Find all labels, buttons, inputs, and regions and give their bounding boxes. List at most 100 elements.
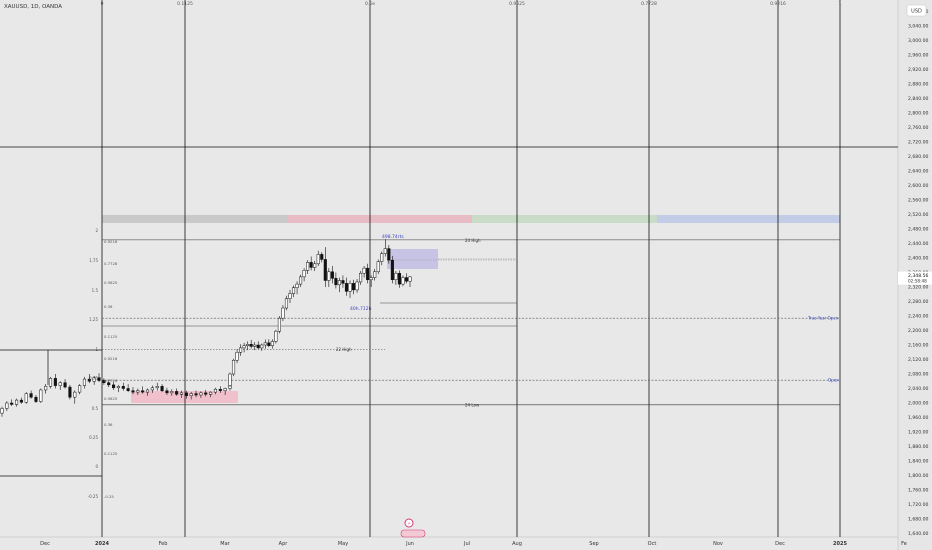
candle[interactable] [263,339,267,349]
candle[interactable] [267,339,271,348]
event-icon[interactable]: ⚡ [404,518,414,528]
candle[interactable] [330,265,334,284]
candle[interactable] [199,391,203,398]
candle[interactable] [299,274,303,287]
candle[interactable] [355,279,359,293]
candle[interactable] [223,387,227,396]
candle[interactable] [231,358,236,377]
candle[interactable] [5,401,9,411]
candle[interactable] [337,277,341,293]
candle[interactable] [313,260,317,272]
candle[interactable] [327,268,331,287]
candle[interactable] [68,384,72,400]
candle[interactable] [218,386,222,393]
candle[interactable] [246,341,250,351]
candle[interactable] [102,378,106,385]
candle[interactable] [249,339,253,349]
candle[interactable] [397,270,401,288]
candle[interactable] [373,268,377,281]
candle[interactable] [82,376,87,389]
candle[interactable] [277,316,281,334]
candle[interactable] [394,271,398,285]
current-price-tag[interactable] [898,271,932,285]
candle[interactable] [209,391,213,398]
candle[interactable] [136,388,140,396]
candle[interactable] [116,384,120,393]
candle[interactable] [351,279,356,295]
candle[interactable] [189,392,193,400]
candle[interactable] [170,389,174,396]
candle[interactable] [306,260,310,274]
candle[interactable] [302,268,306,282]
candle[interactable] [270,339,274,349]
candle[interactable] [366,263,370,284]
candle[interactable] [341,275,345,288]
candle[interactable] [97,373,101,382]
candle[interactable] [344,277,349,296]
candle[interactable] [48,376,53,389]
candle[interactable] [87,374,91,384]
candle[interactable] [0,406,4,417]
candle[interactable] [24,392,28,404]
candle[interactable] [284,295,289,311]
candle[interactable] [309,256,313,271]
candle[interactable] [63,379,67,389]
candle[interactable] [78,384,82,395]
candle[interactable] [404,273,409,284]
candle[interactable] [39,388,43,404]
candle[interactable] [376,259,380,274]
candle[interactable] [92,376,96,385]
candle[interactable] [213,387,217,395]
candle[interactable] [165,387,169,396]
candle[interactable] [121,382,125,391]
candle[interactable] [408,276,412,287]
candle[interactable] [126,384,130,393]
candle[interactable] [175,388,179,396]
currency-button[interactable] [906,4,927,17]
candle[interactable] [194,390,198,398]
candle[interactable] [362,265,366,278]
candle[interactable] [10,399,14,406]
candle[interactable] [44,384,48,394]
candle[interactable] [320,252,324,263]
candle[interactable] [239,344,243,356]
supply-zone[interactable] [387,249,438,269]
candle[interactable] [369,275,373,287]
candle[interactable] [383,239,387,257]
candle[interactable] [334,272,338,289]
candle[interactable] [228,372,232,388]
candle[interactable] [53,374,57,389]
candle[interactable] [235,349,239,364]
candle[interactable] [29,390,33,399]
candle[interactable] [295,281,299,295]
candle[interactable] [390,255,394,284]
candle[interactable] [401,275,405,287]
candle[interactable] [204,389,208,397]
candle[interactable] [359,271,363,285]
candle[interactable] [19,397,23,404]
candle[interactable] [256,341,260,350]
candle[interactable] [107,379,111,388]
candle[interactable] [387,244,391,264]
candle[interactable] [160,384,164,393]
candle[interactable] [145,388,150,396]
candle[interactable] [281,305,285,322]
candle[interactable] [184,390,188,399]
candle[interactable] [141,386,145,394]
candle[interactable] [112,381,116,390]
event-marker[interactable] [400,529,426,538]
candle[interactable] [260,343,264,351]
candle[interactable] [291,285,296,298]
candle[interactable] [179,390,184,398]
candle[interactable] [380,251,384,266]
candle[interactable] [15,398,19,407]
candle[interactable] [131,387,135,395]
candle[interactable] [348,280,352,298]
candle[interactable] [150,385,154,393]
candle[interactable] [242,342,246,353]
candle[interactable] [253,342,257,351]
candle[interactable] [274,329,278,344]
candle[interactable] [58,381,62,390]
demand-zone[interactable] [131,391,238,403]
